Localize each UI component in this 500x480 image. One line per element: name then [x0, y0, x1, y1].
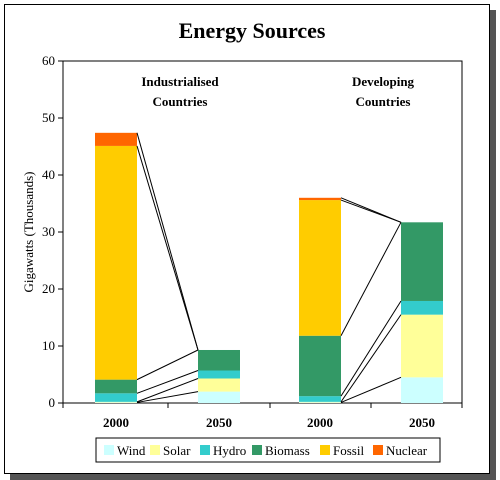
connector-line [136, 349, 199, 381]
connector-line [340, 314, 402, 403]
bar-segment [299, 335, 341, 397]
x-tick-label: 2000 [103, 415, 129, 430]
bar-segment [299, 402, 341, 403]
y-tick-label: 20 [42, 281, 55, 296]
y-axis-label: Gigawatts (Thousands) [21, 172, 36, 293]
group-label: Developing [352, 74, 415, 89]
legend-label: Solar [163, 443, 191, 458]
bar-segment [299, 396, 341, 402]
connector-line [340, 376, 402, 403]
connector-line [340, 197, 402, 223]
connector-line [340, 300, 402, 397]
y-tick-label: 60 [42, 53, 55, 68]
y-tick-label: 50 [42, 110, 55, 125]
group-label: Countries [356, 94, 411, 109]
legend-swatch [104, 445, 114, 455]
legend-swatch [373, 445, 383, 455]
bar-segment [299, 401, 341, 403]
connector-line [136, 370, 199, 394]
legend-swatch [320, 445, 330, 455]
y-tick-label: 0 [49, 395, 56, 410]
y-tick-label: 10 [42, 338, 55, 353]
connector-line [136, 132, 199, 351]
legend-label: Biomass [265, 443, 310, 458]
plot-area: 0 10 20 30 40 50 60 2000 2050 2000 2050 Industriali… [42, 53, 463, 430]
bar-segment [198, 349, 240, 371]
group-label: Countries [153, 94, 208, 109]
bar-segment [401, 377, 443, 403]
bar-segment [299, 200, 341, 336]
connector-line [136, 145, 199, 351]
legend-swatch [150, 445, 160, 455]
legend-swatch [200, 445, 210, 455]
bar-segment [198, 370, 240, 379]
bar-segment [95, 132, 137, 146]
bar-segment [401, 222, 443, 301]
bar-segment [95, 401, 137, 403]
connector-line [136, 378, 199, 403]
bar-segment [95, 402, 137, 403]
x-tick-label: 2000 [307, 415, 333, 430]
bar-segment [198, 391, 240, 403]
y-tick-label: 40 [42, 167, 55, 182]
y-tick-label: 30 [42, 224, 55, 239]
legend: Wind Solar Hydro Biomass Fossil Nuclear [95, 437, 441, 463]
x-tick-label: 2050 [206, 415, 232, 430]
legend-swatch [252, 445, 262, 455]
bar-segment [299, 197, 341, 201]
connector-line [340, 222, 402, 336]
bar-segment [401, 314, 443, 378]
bar-segment [95, 379, 137, 394]
legend-label: Nuclear [386, 443, 428, 458]
bar-segment [198, 378, 240, 392]
bar-segment [95, 145, 137, 380]
legend-label: Fossil [333, 443, 364, 458]
chart-title: Energy Sources [179, 18, 326, 43]
legend-label: Wind [117, 443, 146, 458]
bar-segment [401, 300, 443, 315]
group-label: Industrialised [141, 74, 219, 89]
connector-line [136, 391, 199, 403]
bar-segment [95, 393, 137, 402]
x-tick-label: 2050 [409, 415, 435, 430]
legend-label: Hydro [213, 443, 246, 458]
